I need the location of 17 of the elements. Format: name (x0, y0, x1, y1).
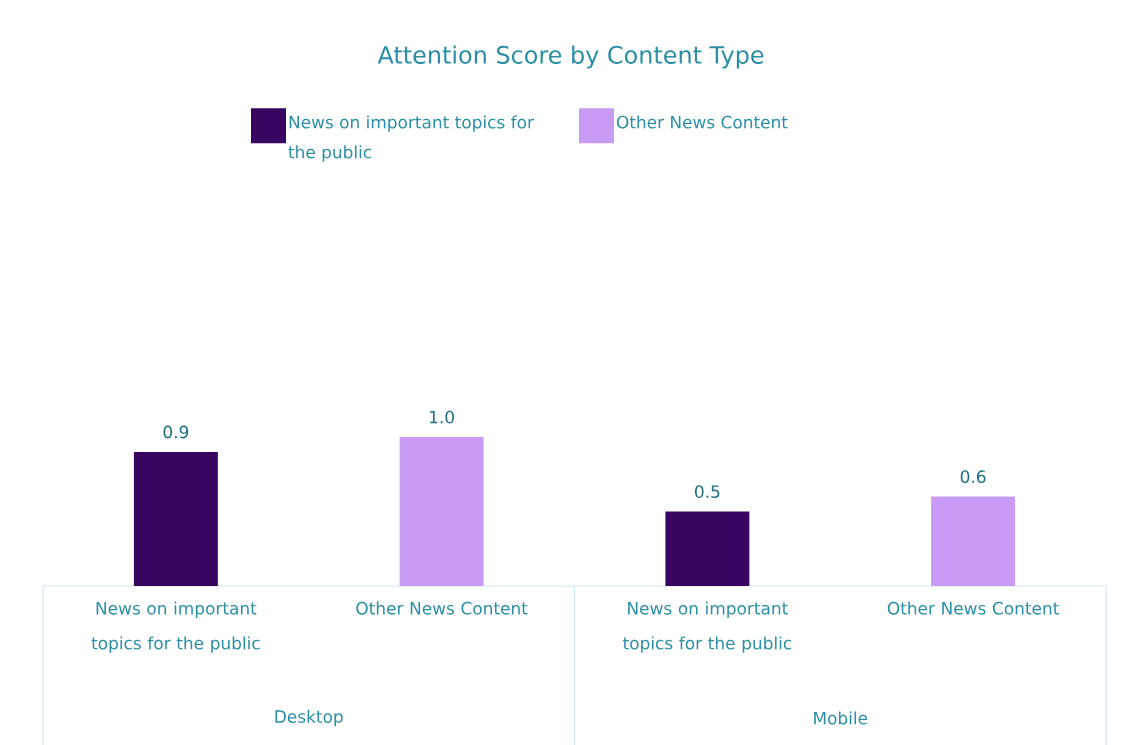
legend-label: News on important topics for the public (288, 115, 534, 162)
x-tick-label: Other News Content (356, 601, 528, 615)
legend-label: Other News Content (616, 115, 788, 129)
x-tick-label: Other News Content (887, 601, 1059, 615)
bar (931, 496, 1016, 587)
data-label: 0.6 (960, 470, 986, 484)
data-label: 0.9 (163, 425, 189, 439)
text: Mobile (814, 711, 868, 725)
bar (399, 437, 484, 587)
text: Desktop (275, 709, 343, 727)
bar (665, 511, 750, 587)
data-label: 1.0 (430, 410, 454, 424)
x-tick-label: News on important topics for the public (91, 601, 260, 653)
data-label: 0.5 (695, 485, 720, 498)
x-tick-label: News on important topics for the public (623, 601, 792, 653)
bar (133, 451, 218, 587)
chart-title: Attention Score by Content Type (377, 45, 764, 69)
